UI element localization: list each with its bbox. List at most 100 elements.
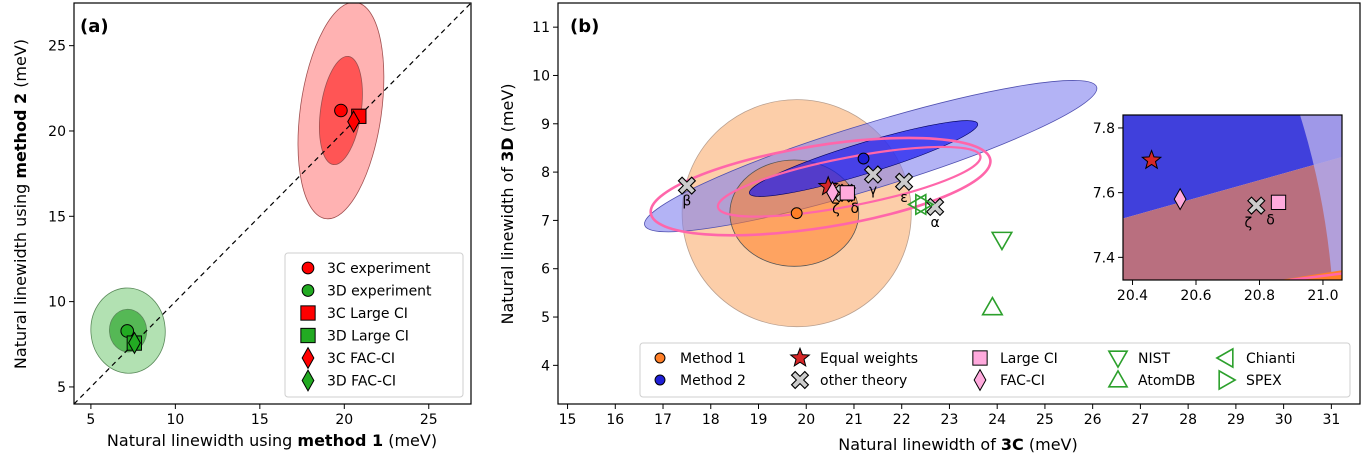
panel-b-x-tick-label: 22	[893, 412, 911, 428]
point-atomdb	[981, 295, 1004, 316]
inset-pink-arc	[1289, 272, 1342, 280]
legend-label: NIST	[1138, 351, 1170, 367]
panel-a-legend: 3C experiment 3D experiment 3C Large CI 3D …	[284, 252, 464, 398]
panel-b-legend-items: Method 1 Method 2 Equal weights other theor…	[654, 346, 1295, 392]
inset-other-theory-zeta	[1247, 196, 1266, 215]
panel-b-y-tick-label: 5	[541, 310, 550, 326]
panel-b-y-tick-label: 10	[532, 68, 550, 84]
panel-b-y-tick-label: 9	[541, 117, 550, 133]
panel-a-plot-area	[74, 3, 471, 404]
legend-marker-other-theory	[790, 370, 810, 390]
legend-marker-fac-ci	[973, 368, 987, 392]
other-theory-label-ε: ε	[900, 190, 908, 206]
panel-b-y-tick-label: 11	[532, 20, 550, 36]
inset-x-tick-label: 20.6	[1180, 288, 1211, 304]
legend-marker-3d-experiment	[301, 284, 315, 297]
panel-b-legend-box	[639, 342, 1351, 398]
legend-marker-3c-fac-ci	[301, 346, 315, 370]
panel-a-points	[120, 103, 367, 355]
panel-b-x-tick-label: 19	[750, 412, 768, 428]
point-3c-experiment	[334, 103, 348, 118]
legend-marker-3c-large-ci	[300, 305, 316, 321]
panel-b-y-tick-label: 4	[541, 358, 550, 374]
panel-b-points: α β γδ ε ζ	[677, 152, 1014, 316]
inset-label-zeta: ζ	[1244, 216, 1252, 232]
other-theory-γ	[863, 165, 883, 184]
panel-b-y-axis-label: Natural linewidth of 3D (meV)	[498, 83, 517, 324]
point-large-ci	[839, 185, 855, 201]
panel-a-x-tick-label: 15	[251, 412, 269, 428]
panel-b-x-ticks: 15 16 17 18 19 20 21 22 23 24 25 26 27 28 29 30 31	[559, 404, 1340, 428]
panel-a: 5 10 15 20 25 5 10 15 20 25 (a) Natural linewidt…	[11, 2, 472, 450]
panel-b-tag: (b)	[570, 16, 599, 37]
panel-b-x-tick-label: 27	[1131, 412, 1149, 428]
panel-b-legend: Method 1 Method 2 Equal weights other theor…	[639, 342, 1351, 398]
inset-x-tick-label: 20.8	[1244, 288, 1275, 304]
legend-marker-method-2	[654, 374, 666, 386]
legend-marker-3d-large-ci	[300, 327, 316, 344]
inset-y-tick-label: 7.8	[1093, 121, 1115, 137]
point-method-2	[857, 152, 870, 165]
legend-label: Method 1	[680, 351, 746, 367]
panel-a-y-axis-label: Natural linewidth using method 2 (meV)	[11, 39, 30, 369]
panel-a-y-tick-label: 15	[48, 209, 66, 225]
panel-b-x-tick-label: 21	[845, 412, 863, 428]
panel-a-y-ticks: 5 10 15 20 25	[48, 39, 74, 396]
legend-label: SPEX	[1246, 373, 1282, 389]
inset-label-delta: δ	[1266, 212, 1275, 228]
legend-label: 3D FAC-CI	[327, 374, 396, 390]
legend-label: Equal weights	[820, 351, 918, 367]
point-fac-ci	[826, 180, 839, 204]
panel-b-frame	[557, 2, 1361, 405]
panel-b-x-tick-label: 23	[941, 412, 959, 428]
legend-label: FAC-CI	[1000, 373, 1045, 389]
legend-label: Chianti	[1246, 351, 1295, 367]
legend-marker-3c-experiment	[301, 261, 315, 275]
legend-label: 3C experiment	[327, 261, 431, 277]
panel-b-y-tick-label: 7	[541, 213, 550, 229]
point-nist	[990, 231, 1014, 252]
panel-a-tag: (a)	[80, 16, 109, 37]
panel-b-x-tick-label: 16	[606, 412, 624, 428]
legend-label: 3C FAC-CI	[327, 351, 395, 367]
panel-a-x-axis-label: Natural linewidth using method 1 (meV)	[107, 431, 437, 450]
point-3d-experiment	[120, 324, 135, 338]
panel-a-frame	[73, 2, 472, 405]
panel-b-x-tick-label: 25	[1036, 412, 1054, 428]
other-theory-label-ζ: ζ	[832, 201, 840, 217]
other-theory-label-γ: γ	[869, 183, 877, 199]
equal-weights-ellipse-inner	[716, 145, 982, 218]
inset-y-tick-label: 7.4	[1093, 250, 1115, 266]
panel-a-y-tick-label: 20	[48, 124, 66, 140]
panel-b-y-tick-label: 6	[541, 262, 550, 278]
inset-fac-ci	[1173, 187, 1187, 211]
inset-x-tick-label: 21.0	[1307, 288, 1338, 304]
panel-b-x-tick-label: 29	[1227, 412, 1245, 428]
panel-b-x-tick-label: 30	[1275, 412, 1293, 428]
point-method-1	[790, 207, 803, 220]
inset-x-ticks: 20.4 20.6 20.8 21.0	[1117, 280, 1339, 304]
panel-b-x-tick-label: 31	[1322, 412, 1340, 428]
legend-label: 3C Large CI	[327, 306, 408, 322]
legend-marker-chianti	[1215, 347, 1234, 369]
panel-b-x-axis-label: Natural linewidth of 3C (meV)	[838, 435, 1078, 454]
inset-method2-outer-region	[1300, 115, 1342, 280]
legend-label: Large CI	[1000, 351, 1058, 367]
panel-b-x-tick-label: 18	[702, 412, 720, 428]
inset-y-tick-label: 7.6	[1093, 186, 1115, 202]
inset-orange-corner	[1280, 270, 1342, 280]
inset-frame	[1122, 114, 1343, 281]
panel-a-x-tick-label: 5	[86, 412, 95, 428]
panel-b-x-tick-label: 20	[797, 412, 815, 428]
legend-marker-equal-weights	[789, 346, 811, 368]
legend-label: 3D experiment	[327, 284, 432, 300]
panel-b-x-tick-label: 24	[988, 412, 1006, 428]
legend-marker-3d-fac-ci	[301, 369, 315, 392]
inset-equal-weights	[1140, 149, 1163, 170]
point-spex	[915, 193, 935, 216]
panel-b-y-tick-label: 8	[541, 165, 550, 181]
panel-a-y-tick-label: 10	[48, 295, 66, 311]
